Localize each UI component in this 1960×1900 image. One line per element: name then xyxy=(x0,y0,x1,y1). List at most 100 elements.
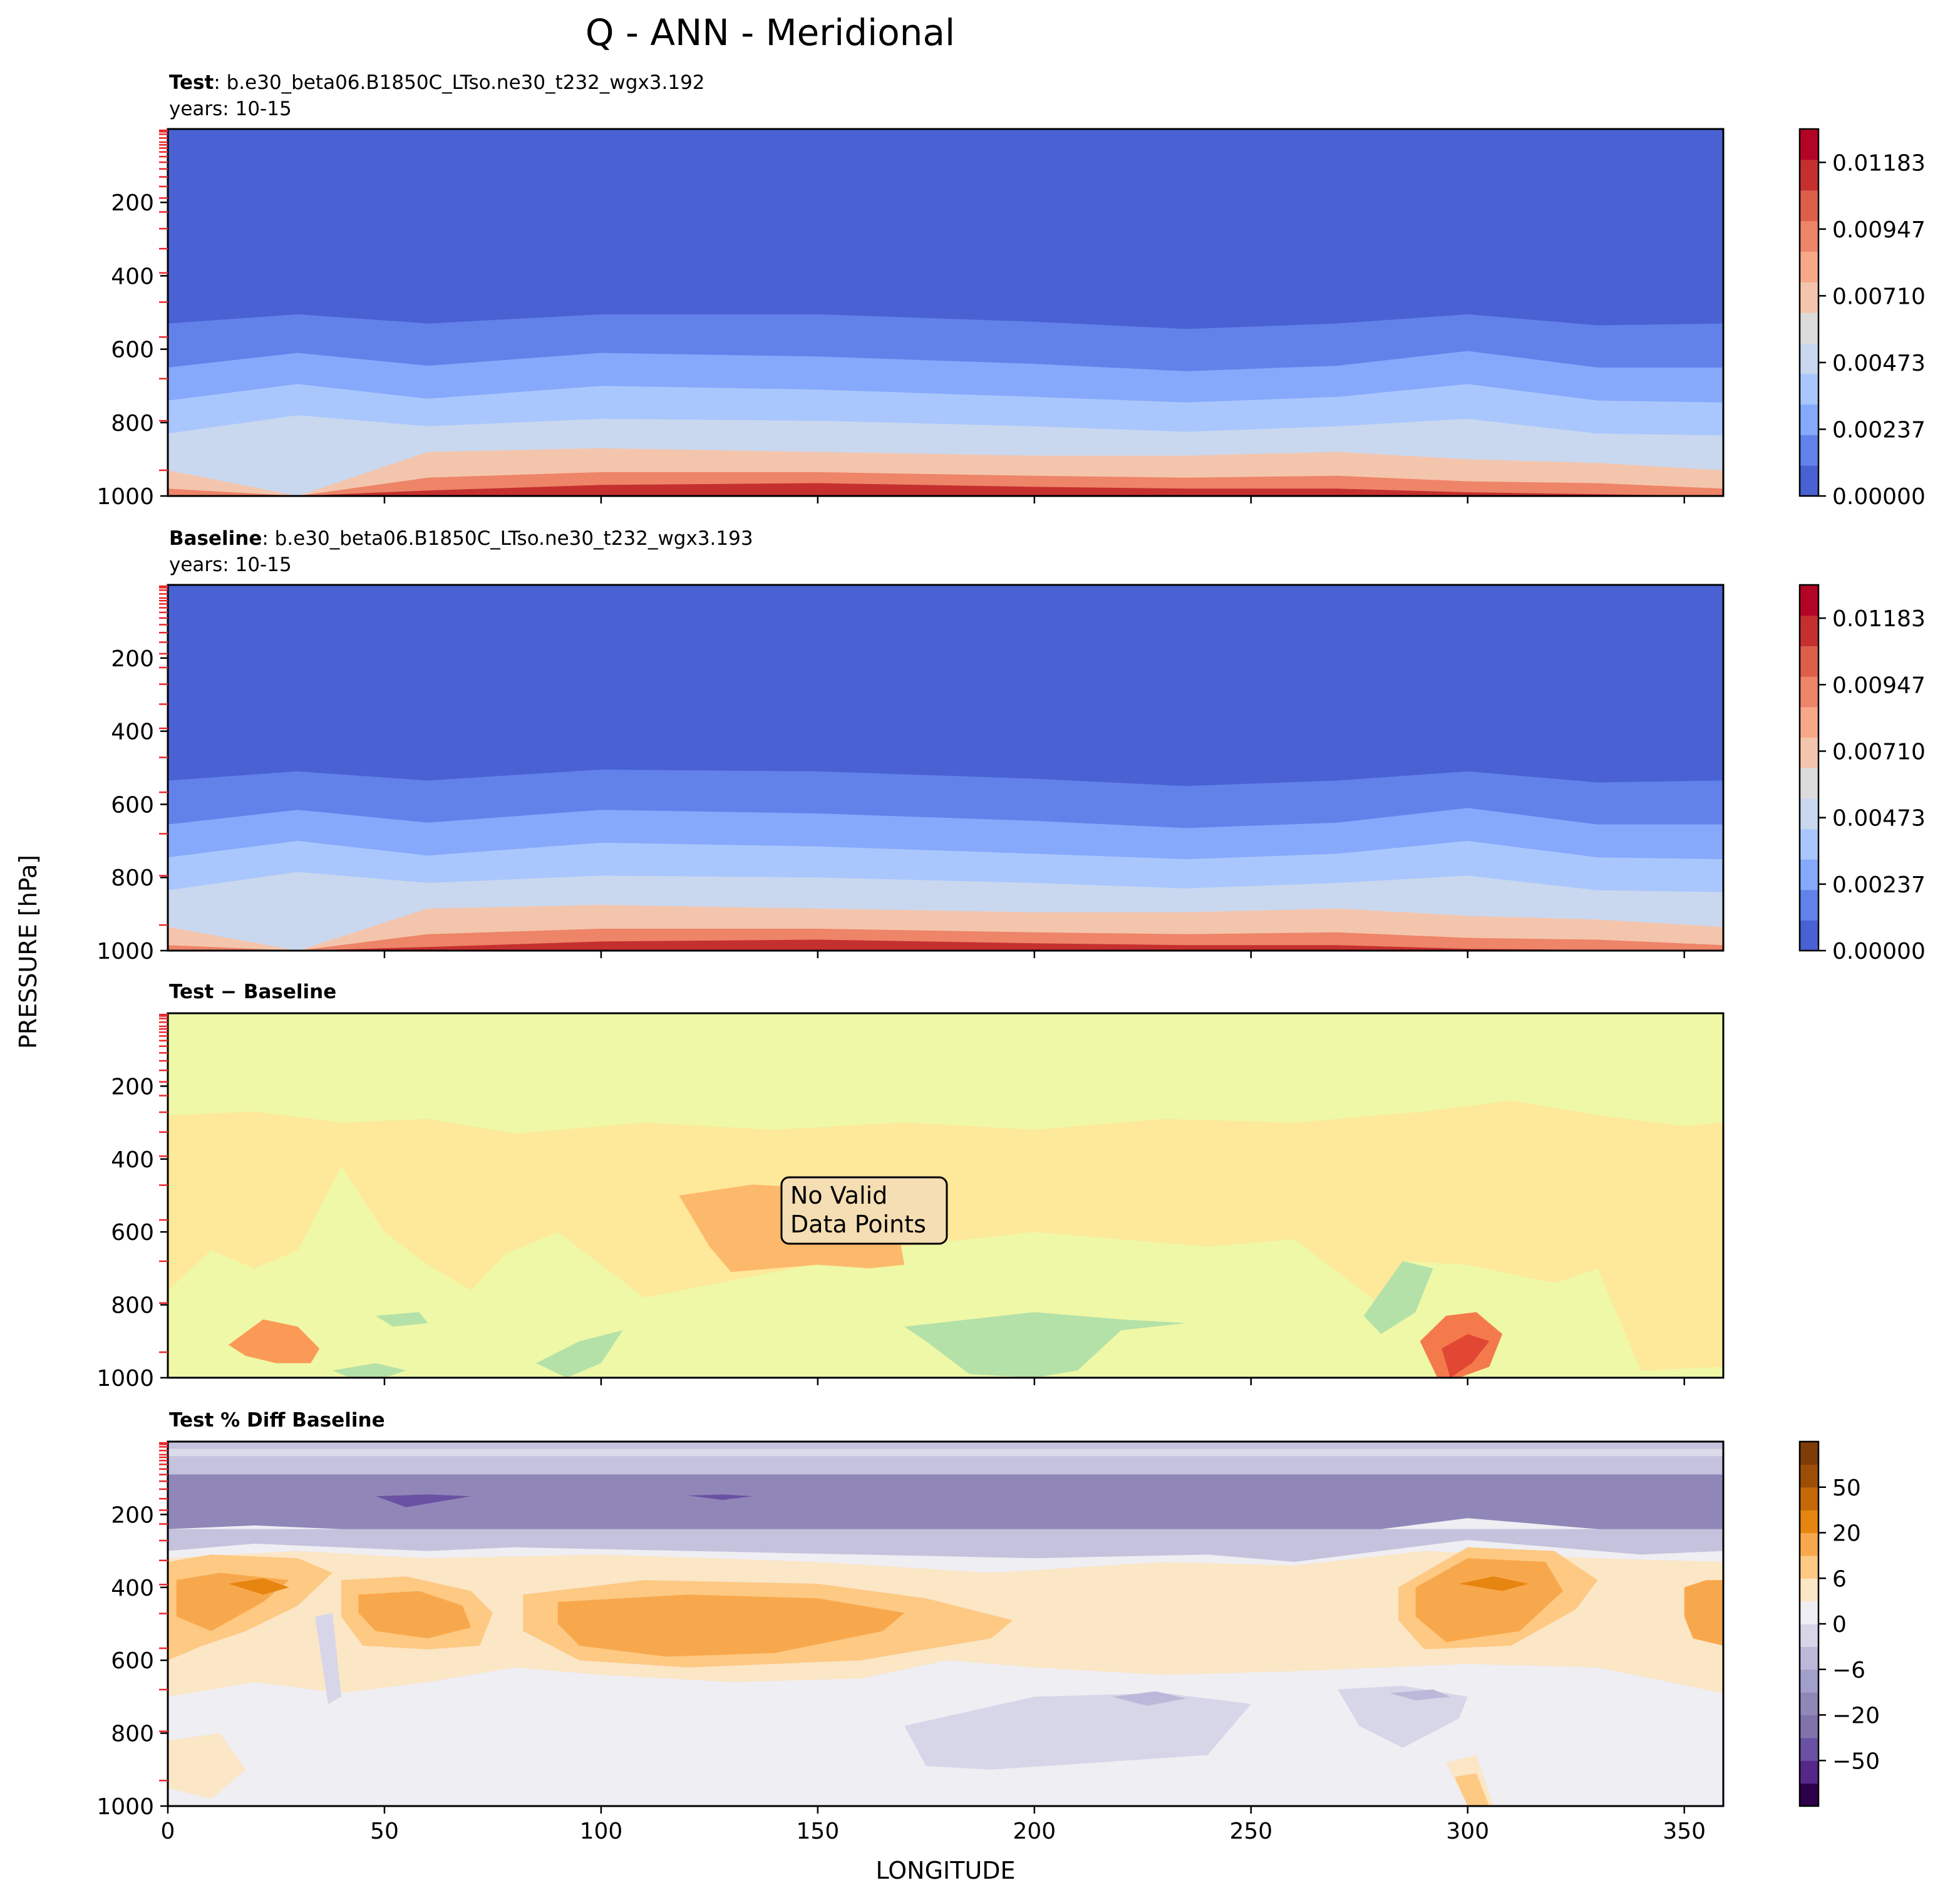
colorbar-swatch xyxy=(1800,1624,1818,1647)
colorbar-tick-label: 0 xyxy=(1832,1612,1847,1638)
colorbar-swatch xyxy=(1800,646,1818,677)
y-tick-label: 1000 xyxy=(96,1794,154,1820)
contour-region-mauve-b xyxy=(1390,1689,1451,1701)
colorbar-swatch xyxy=(1800,676,1818,708)
colorbar-tick-label: −50 xyxy=(1832,1748,1880,1774)
x-tick-label: 50 xyxy=(370,1819,399,1844)
panel-percent-difference: Test % Diff Baseline 0 50 100 150 200 250 300 3… xyxy=(96,1409,1880,1844)
contour-region-green-patch-a xyxy=(904,1312,1186,1378)
y-tick-label: 400 xyxy=(111,1576,154,1601)
colorbar-swatch xyxy=(1800,1669,1818,1693)
panel-baseline-colorbar: 0.00000 0.00237 0.00473 0.00710 0.00947 0.011… xyxy=(1798,584,1926,964)
colorbar-swatch xyxy=(1800,1464,1818,1488)
colorbar-swatch xyxy=(1800,1692,1818,1716)
panel-test-title-rest: : b.e30_beta06.B1850C_LTso.ne30_t232_wgx… xyxy=(214,71,704,94)
annotation-box xyxy=(780,1176,948,1245)
colorbar-frame xyxy=(1798,584,1820,952)
panel-difference: Test − Baseline 200 400 600 800 1000 No Vali… xyxy=(96,981,1725,1391)
colorbar-swatch xyxy=(1800,615,1818,646)
panel-baseline-title-bold: Baseline xyxy=(169,527,262,550)
colorbar-tick-label: 0.00473 xyxy=(1832,351,1926,376)
colorbar-swatch xyxy=(1800,1760,1818,1784)
colorbar-swatch xyxy=(1800,737,1818,768)
panel-test-frame xyxy=(167,128,1725,497)
panel-baseline-axes: 200 400 600 800 1000 xyxy=(96,585,1685,964)
panel-baseline-title: Baseline: b.e30_beta06.B1850C_LTso.ne30_… xyxy=(169,527,753,550)
x-tick-label: 350 xyxy=(1663,1819,1706,1844)
panel-baseline-title-rest: : b.e30_beta06.B1850C_LTso.ne30_t232_wgx… xyxy=(262,527,753,550)
colorbar-swatch xyxy=(1800,220,1818,252)
contour-region-pale-top-strip xyxy=(168,1448,1723,1457)
x-tick-label: 100 xyxy=(580,1819,623,1844)
colorbar-swatch xyxy=(1800,312,1818,344)
panel-baseline-frame xyxy=(167,584,1725,952)
colorbar-tick-label: 0.00473 xyxy=(1832,806,1926,832)
panel-test: Test: b.e30_beta06.B1850C_LTso.ne30_t232… xyxy=(96,71,1926,510)
colorbar-tick-label: 0.00947 xyxy=(1832,217,1926,243)
y-tick-label: 800 xyxy=(111,865,154,891)
panel-percent-difference-frame xyxy=(167,1440,1725,1807)
colorbar-tick-label: −6 xyxy=(1832,1658,1865,1683)
contour-region-lavender-c xyxy=(315,1613,341,1704)
panel-difference-title: Test − Baseline xyxy=(169,981,336,1003)
colorbar-swatch xyxy=(1800,1646,1818,1670)
figure-title: Q - ANN - Meridional xyxy=(585,11,955,54)
contour-region-green-patch-c xyxy=(536,1330,623,1378)
colorbar-tick-label: 20 xyxy=(1832,1521,1861,1547)
contour-region-peach-low-a xyxy=(168,1733,246,1799)
contour-region-purple-band xyxy=(168,1474,1723,1544)
colorbar-swatch xyxy=(1800,1555,1818,1579)
y-tick-label: 400 xyxy=(111,1147,154,1173)
x-tick-label: 150 xyxy=(797,1819,840,1844)
y-tick-label: 600 xyxy=(111,338,154,363)
colorbar-swatch xyxy=(1800,889,1818,921)
annotation-text: No Valid Data Points xyxy=(790,1182,926,1238)
y-tick-label: 600 xyxy=(111,1648,154,1674)
contour-region-green-patch-b xyxy=(1363,1261,1433,1335)
contour-region-green-patch-e xyxy=(376,1312,428,1327)
colorbar-swatch xyxy=(1800,373,1818,405)
colorbar-swatch xyxy=(1800,435,1818,466)
x-tick-label: 250 xyxy=(1229,1819,1272,1844)
y-tick-label: 1000 xyxy=(96,484,154,510)
panel-test-axes: 200 400 600 800 1000 xyxy=(96,129,1685,510)
colorbar-tick-label: 0.01183 xyxy=(1832,606,1926,632)
colorbar-swatch xyxy=(1800,282,1818,313)
panel-percent-difference-colorbar: −50 −20 −6 0 6 20 50 xyxy=(1798,1440,1880,1807)
colorbar-tick-label: 0.00237 xyxy=(1832,417,1926,443)
panel-test-title: Test: b.e30_beta06.B1850C_LTso.ne30_t232… xyxy=(169,71,705,94)
colorbar-swatch xyxy=(1800,1783,1818,1807)
panel-test-colorbar: 0.00000 0.00237 0.00473 0.00710 0.00947 0.011… xyxy=(1798,128,1926,510)
panel-difference-axes: 200 400 600 800 1000 xyxy=(96,1013,1685,1391)
colorbar-swatch xyxy=(1800,798,1818,829)
contour-band-7 xyxy=(168,939,1723,951)
x-tick-label: 0 xyxy=(161,1819,175,1844)
colorbar-tick-label: 0.00947 xyxy=(1832,673,1926,698)
colorbar-swatch xyxy=(1800,1601,1818,1624)
colorbar-tick-label: 6 xyxy=(1832,1566,1847,1592)
y-tick-label: 400 xyxy=(111,720,154,745)
contour-region-lavender-a xyxy=(904,1693,1251,1770)
contour-region-orange-e xyxy=(1684,1580,1723,1646)
panel-percent-difference-axes: 0 50 100 150 200 250 300 350 200 400 600 800 1000 xyxy=(96,1442,1706,1844)
y-tick-label: 600 xyxy=(111,792,154,818)
colorbar-swatch xyxy=(1800,1487,1818,1510)
panel-test-plot-area xyxy=(168,129,1723,496)
y-tick-label: 400 xyxy=(111,264,154,289)
colorbar-swatch xyxy=(1800,859,1818,891)
colorbar-swatch xyxy=(1800,129,1818,160)
colorbar-swatch xyxy=(1800,1510,1818,1534)
colorbar-swatch xyxy=(1800,251,1818,282)
colorbar-swatch xyxy=(1800,343,1818,374)
colorbar-swatch xyxy=(1800,1442,1818,1465)
colorbar-swatch xyxy=(1800,768,1818,799)
y-tick-label: 200 xyxy=(111,190,154,216)
colorbar-swatch xyxy=(1800,190,1818,222)
x-axis-label: LONGITUDE xyxy=(875,1857,1015,1884)
panel-test-subtitle: years: 10-15 xyxy=(169,98,292,120)
y-tick-label: 200 xyxy=(111,646,154,672)
no-valid-data-annotation: No Valid Data Points xyxy=(780,1176,948,1245)
x-tick-label: 200 xyxy=(1013,1819,1056,1844)
panel-percent-difference-title: Test % Diff Baseline xyxy=(169,1409,385,1432)
